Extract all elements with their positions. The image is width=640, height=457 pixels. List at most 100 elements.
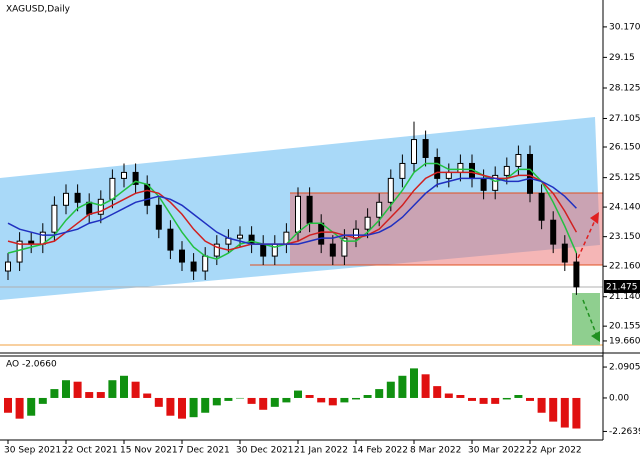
candle-body [260,243,267,257]
ao-bar [143,393,152,398]
x-tick-label: 14 Feb 2022 [352,446,408,456]
candle-body [411,139,417,164]
x-tick-label: 15 Nov 2021 [120,446,178,456]
y-tick-label: 24.140 [609,203,640,213]
ao-bar [421,374,430,398]
x-tick-label: 7 Dec 2021 [178,446,230,456]
y-tick-label: 26.150 [609,143,640,153]
price-tag-label: 21.475 [606,283,638,293]
x-tick-label: 22 Oct 2021 [62,446,118,456]
ao-bar [456,395,465,398]
ao-bar [108,380,117,398]
ao-bar [514,395,523,398]
ao-bar [4,397,12,413]
candle-body [167,228,174,251]
ao-bar [178,397,186,419]
x-tick-label: 30 Sep 2021 [4,446,61,456]
chart-title: XAGUSD,Daily [6,5,71,15]
y-tick-label: 21.140 [609,292,640,302]
ao-bar [549,397,558,422]
ao-bar [270,397,279,407]
candle-body [179,249,185,263]
ao-bar [212,397,221,406]
ao-bar [236,397,244,399]
y-tick-label: 28.125 [609,84,640,94]
ao-bar [201,397,210,413]
indicator-title: AO -2.0660 [6,360,57,370]
candle-body [97,198,104,215]
ao-bar [189,397,198,418]
candle-body [457,162,464,173]
ao-bar [85,392,94,398]
ao-bar [363,395,372,398]
ao-bar [386,381,395,398]
moving-average [7,171,578,251]
candle-body [480,177,487,191]
ao-bar [50,389,59,398]
ao-bar [375,389,384,398]
candle-body [248,234,255,245]
indicator-y-tick-label: 2.0905 [609,363,640,373]
candle-body [515,153,522,167]
indicator-y-tick-label: 0.00 [609,393,629,403]
ao-bar [433,386,442,398]
candle-body [144,183,151,206]
candle-body [213,243,220,257]
ao-bar [526,397,534,401]
candle-body [434,156,441,179]
candle-body [74,192,81,203]
candle-body [561,243,568,263]
ao-bar [15,397,24,419]
y-tick-label: 20.155 [609,322,640,332]
ao-bar [27,397,36,416]
candle-body [550,219,557,245]
ao-bar [398,375,407,398]
y-tick-label: 30.170 [609,22,640,32]
candle-body [295,195,301,233]
candle-body [329,243,336,257]
ao-bar [166,397,175,416]
ao-bar [468,397,476,401]
candle-body [237,234,243,239]
x-tick-label: 30 Mar 2022 [468,446,525,456]
ao-bar [73,381,82,398]
candle-body [202,255,209,272]
candle-body [132,171,139,185]
ao-bar [224,397,233,401]
down-arrow-head [591,331,600,342]
y-tick-label: 25.125 [609,173,640,183]
ao-bar [154,397,163,407]
candle-body [538,192,545,221]
candle-body [51,204,58,233]
indicator-y-tick-label: -2.2639 [609,427,640,437]
ao-bar [444,393,453,398]
y-tick-label: 29.15 [609,53,635,63]
candle-body [422,139,429,158]
candle-body [86,201,93,215]
ao-bar [328,397,337,406]
ao-bar [317,397,326,403]
x-tick-label: 30 Dec 2021 [236,446,294,456]
ao-bar [340,397,349,403]
y-tick-label: 27.105 [609,114,640,124]
y-tick-label: 19.660 [609,336,640,346]
ao-bar [352,397,360,400]
x-tick-label: 8 Mar 2022 [410,446,461,456]
ao-bar [282,397,291,403]
ao-bar [131,381,140,398]
ao-bar [502,397,511,400]
ao-bar [537,397,546,413]
candle-body [318,222,325,245]
candle-body [376,201,383,218]
candle-body [16,240,23,263]
candle-body [306,195,313,224]
candle-body [5,261,11,272]
candle-body [109,177,116,200]
candle-body [527,153,533,194]
candle-body [387,177,394,203]
x-tick-label: 22 Apr 2022 [526,446,582,456]
up-arrow [577,217,597,259]
candle-body [190,261,197,272]
ao-bar [491,397,500,404]
ao-bar [305,395,314,398]
